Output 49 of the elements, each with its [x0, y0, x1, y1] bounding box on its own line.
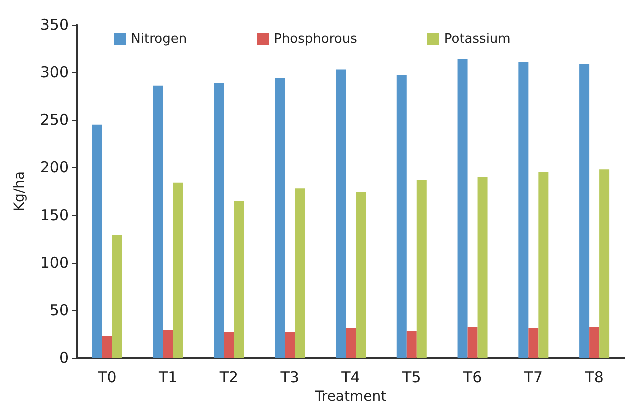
bar [580, 64, 590, 358]
bar [153, 86, 164, 358]
x-tick-label: T3 [280, 368, 300, 386]
x-tick-label: T7 [523, 368, 544, 386]
x-axis-title: Treatment [314, 389, 388, 405]
y-tick-label: 100 [40, 254, 69, 272]
y-tick-label: 300 [40, 64, 69, 82]
y-tick-label: 50 [50, 301, 69, 320]
bar [518, 62, 529, 358]
bar [295, 188, 306, 358]
y-tick-label: 200 [40, 158, 69, 177]
x-tick-label: T5 [402, 368, 422, 386]
bar [528, 328, 539, 358]
bar [590, 328, 600, 358]
bar [336, 70, 346, 358]
bar [285, 332, 296, 358]
bar [224, 332, 234, 358]
y-tick-label: 150 [40, 206, 69, 224]
bar [458, 59, 468, 358]
bar [406, 331, 417, 358]
bar [356, 192, 366, 358]
bar [234, 201, 244, 358]
legend-label: Nitrogen [131, 32, 188, 47]
x-tick-label: T1 [158, 368, 178, 386]
bar [92, 124, 102, 358]
y-tick-label: 0 [59, 349, 69, 367]
legend-label: Phosphorous [274, 32, 358, 47]
bar [112, 235, 122, 358]
x-tick-label: T6 [462, 368, 482, 386]
bar [163, 330, 174, 358]
bar [396, 75, 407, 358]
x-tick-label: T8 [584, 368, 604, 386]
x-tick-label: T0 [97, 368, 117, 386]
bar [275, 78, 286, 358]
legend-label: Potassium [444, 32, 511, 47]
bar [478, 177, 488, 358]
bar [346, 328, 356, 358]
bar [102, 336, 112, 358]
bar [468, 328, 478, 358]
bar [538, 172, 549, 358]
y-tick-label: 250 [40, 111, 69, 130]
bar [600, 170, 610, 358]
bar [173, 182, 184, 358]
x-tick-label: T2 [218, 368, 239, 386]
y-tick-label: 350 [40, 16, 69, 34]
bar [214, 83, 224, 358]
bar [416, 180, 427, 358]
x-tick-label: T4 [340, 368, 360, 386]
y-axis-title: Kg/ha [12, 171, 28, 212]
